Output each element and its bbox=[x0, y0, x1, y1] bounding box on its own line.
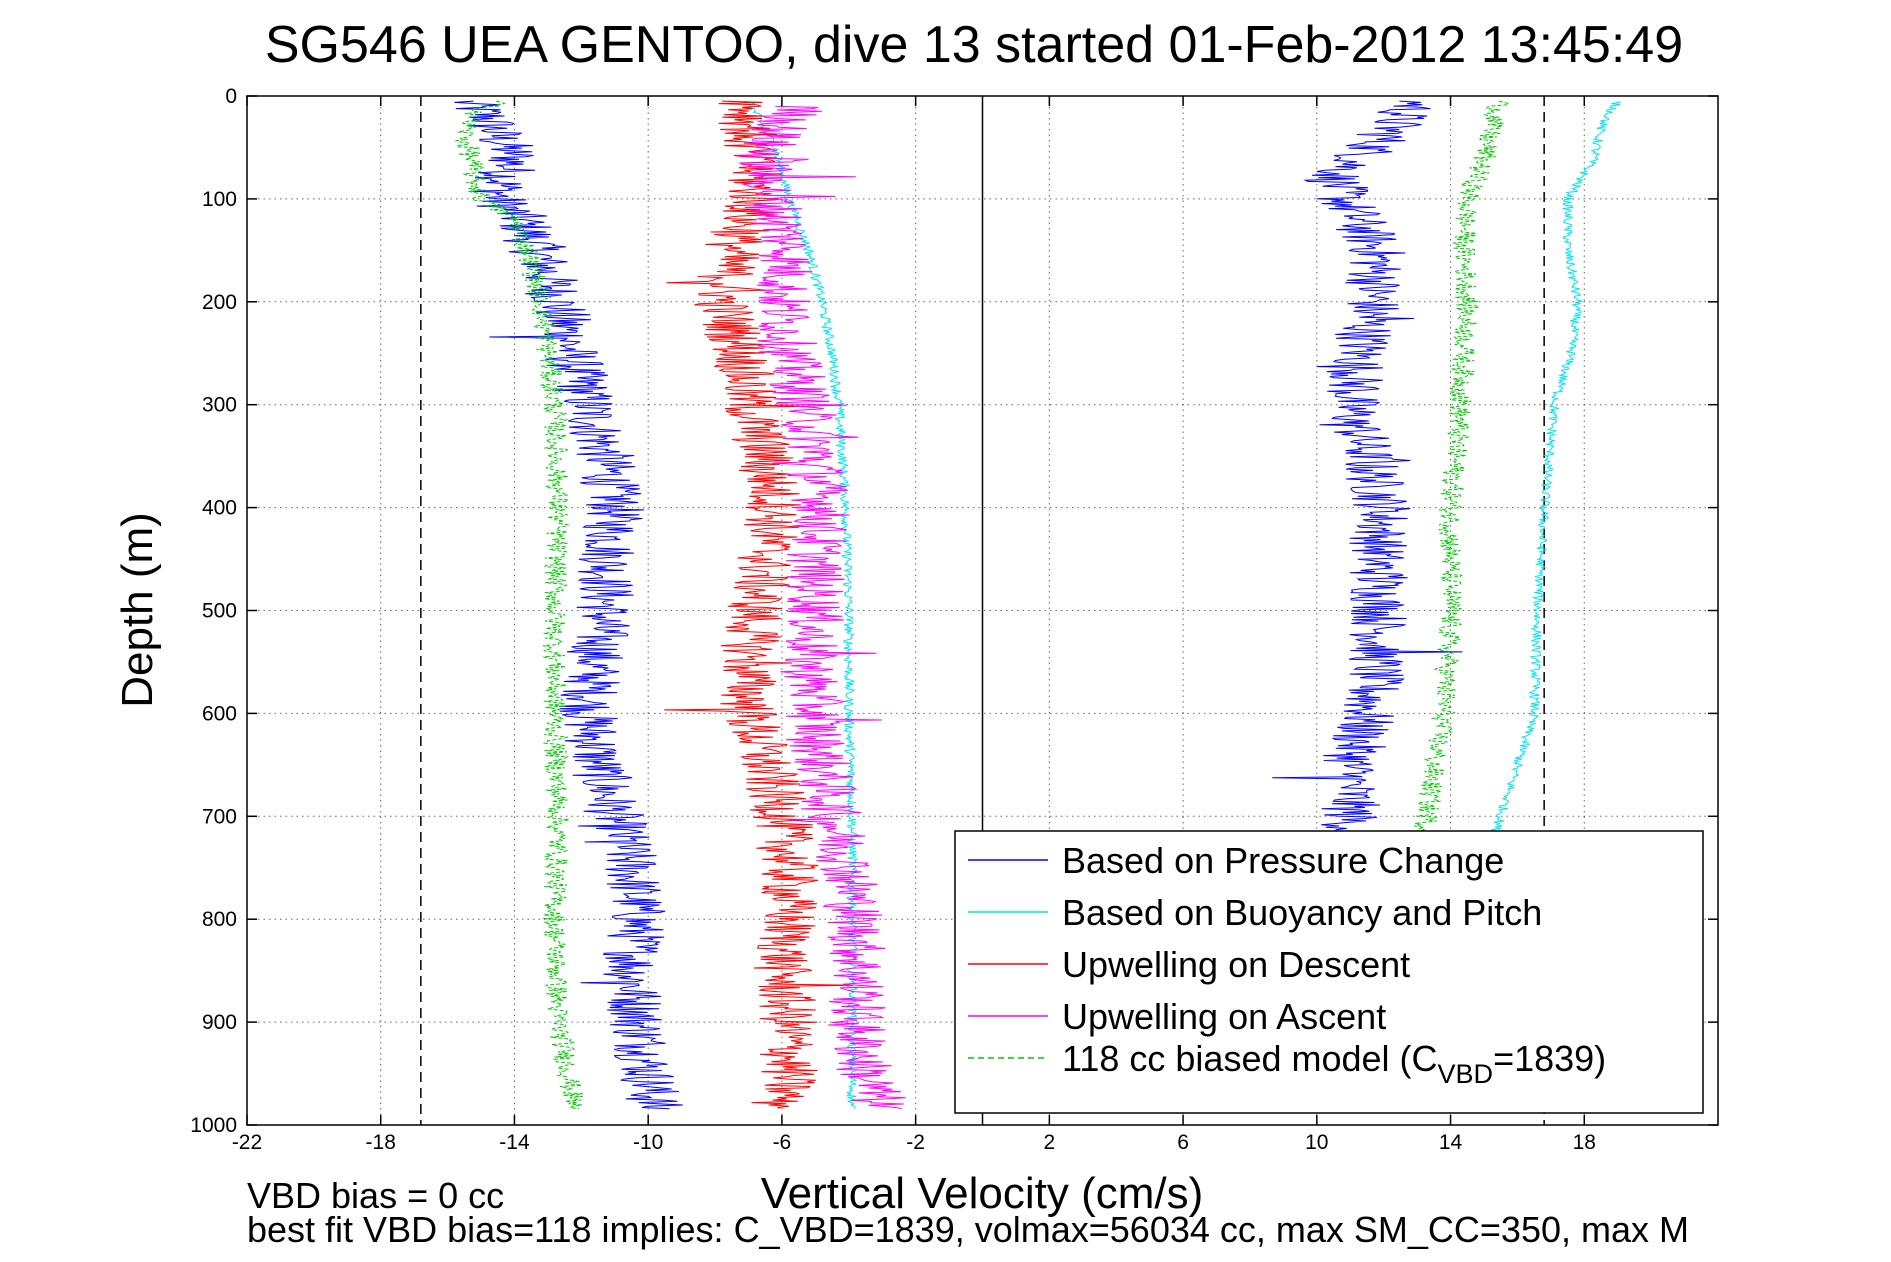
x-tick-label: 10 bbox=[1305, 1131, 1328, 1154]
legend-label: Based on Pressure Change bbox=[1062, 840, 1504, 881]
y-tick-label: 0 bbox=[225, 85, 237, 108]
y-tick-label: 200 bbox=[202, 291, 237, 314]
y-tick-label: 500 bbox=[202, 600, 237, 623]
best-fit-note: best fit VBD bias=118 implies: C_VBD=183… bbox=[247, 1209, 1689, 1250]
x-tick-label: 2 bbox=[1044, 1131, 1056, 1154]
x-tick-label: -2 bbox=[906, 1131, 925, 1154]
y-tick-label: 400 bbox=[202, 497, 237, 520]
chart-title: SG546 UEA GENTOO, dive 13 started 01-Feb… bbox=[265, 16, 1683, 74]
x-tick-label: -14 bbox=[499, 1131, 530, 1154]
x-tick-label: -10 bbox=[633, 1131, 663, 1154]
x-tick-label: -18 bbox=[366, 1131, 396, 1154]
legend-label: Upwelling on Ascent bbox=[1062, 996, 1386, 1037]
y-tick-label: 700 bbox=[202, 805, 237, 828]
y-tick-label: 600 bbox=[202, 702, 237, 725]
legend-label: Upwelling on Descent bbox=[1062, 944, 1410, 985]
x-tick-label: -6 bbox=[773, 1131, 792, 1154]
x-tick-label: 14 bbox=[1439, 1131, 1463, 1154]
legend: Based on Pressure Change Based on Buoyanc… bbox=[955, 831, 1703, 1113]
y-tick-label: 1000 bbox=[190, 1114, 237, 1137]
y-tick-label: 100 bbox=[202, 188, 237, 211]
x-tick-label: 6 bbox=[1177, 1131, 1189, 1154]
legend-label: Based on Buoyancy and Pitch bbox=[1062, 892, 1542, 933]
x-tick-label: 18 bbox=[1573, 1131, 1596, 1154]
y-tick-label: 800 bbox=[202, 908, 237, 931]
y-tick-label: 900 bbox=[202, 1011, 237, 1034]
y-axis-title: Depth (m) bbox=[113, 512, 162, 708]
y-tick-label: 300 bbox=[202, 394, 237, 417]
